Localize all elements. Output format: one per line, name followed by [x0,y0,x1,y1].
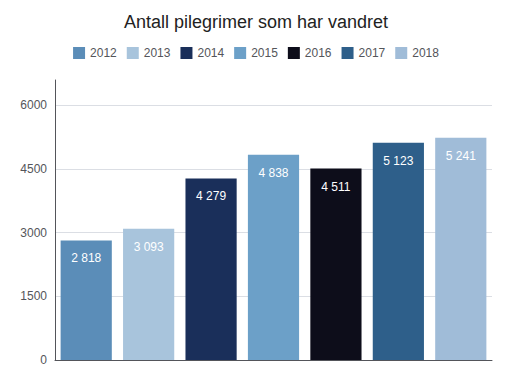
svg-text:6000: 6000 [20,98,47,112]
svg-text:4 838: 4 838 [258,166,288,180]
svg-text:4 511: 4 511 [321,180,350,194]
svg-text:5 123: 5 123 [383,154,413,168]
svg-text:2018: 2018 [412,46,439,60]
svg-text:2014: 2014 [197,46,224,60]
svg-text:5 241: 5 241 [446,149,476,163]
svg-text:2013: 2013 [144,46,171,60]
svg-text:2012: 2012 [90,46,117,60]
svg-text:2017: 2017 [359,46,386,60]
svg-text:0: 0 [40,353,47,367]
svg-text:2 818: 2 818 [71,251,101,265]
svg-text:4 279: 4 279 [196,189,226,203]
svg-text:1500: 1500 [20,289,47,303]
svg-text:2016: 2016 [305,46,332,60]
svg-text:Antall pilegrimer som har vand: Antall pilegrimer som har vandret [124,12,388,32]
svg-text:3 093: 3 093 [134,240,164,254]
svg-text:4500: 4500 [20,162,47,176]
svg-text:2015: 2015 [251,46,278,60]
svg-text:3000: 3000 [20,226,47,240]
